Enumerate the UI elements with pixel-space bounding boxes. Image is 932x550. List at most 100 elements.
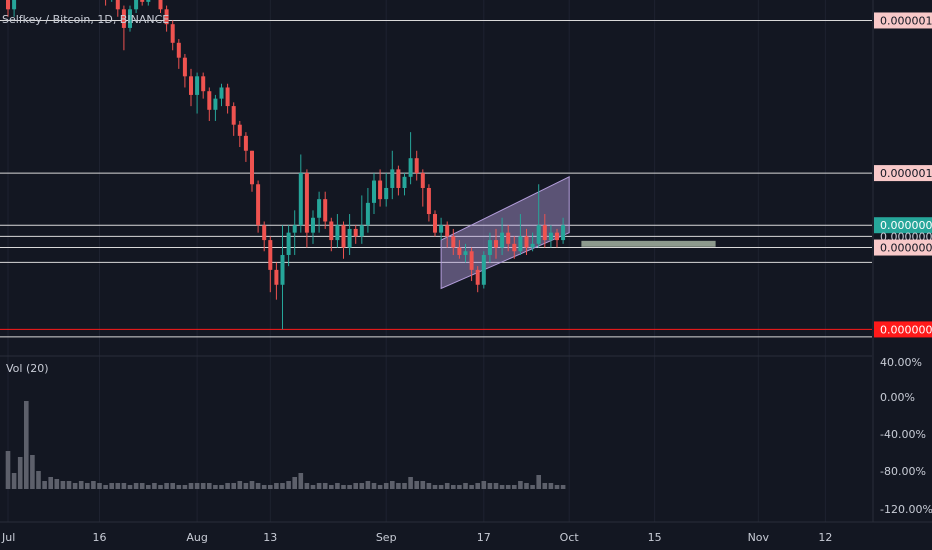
volume-bar	[91, 481, 96, 489]
candle-down[interactable]	[420, 169, 425, 207]
candle-up[interactable]	[365, 187, 370, 233]
candle-down[interactable]	[555, 228, 559, 248]
candle-up[interactable]	[219, 83, 224, 107]
candle-body	[219, 87, 224, 99]
candle-up[interactable]	[372, 173, 376, 215]
candle-down[interactable]	[304, 169, 309, 248]
volume-bar	[176, 485, 182, 489]
candle-down[interactable]	[140, 0, 145, 6]
candle-body	[335, 225, 340, 241]
candle-down[interactable]	[121, 5, 126, 51]
candle-down[interactable]	[506, 225, 511, 252]
candle-up[interactable]	[439, 217, 444, 241]
candle-down[interactable]	[451, 228, 456, 255]
candle-down[interactable]	[353, 225, 358, 244]
candle-up[interactable]	[561, 217, 566, 244]
candle-up[interactable]	[12, 0, 17, 17]
candle-up[interactable]	[384, 173, 389, 207]
candle-body	[500, 232, 505, 248]
candle-up[interactable]	[536, 184, 541, 248]
candle-up[interactable]	[548, 225, 553, 248]
candle-down[interactable]	[426, 184, 431, 222]
candle-up[interactable]	[298, 154, 303, 233]
candle-down[interactable]	[274, 262, 279, 300]
candle-up[interactable]	[213, 94, 218, 121]
time-axis-label: 15	[648, 531, 662, 544]
candle-up[interactable]	[335, 214, 340, 248]
candle-down[interactable]	[268, 236, 273, 293]
candle-up[interactable]	[530, 232, 535, 252]
candle-down[interactable]	[494, 228, 498, 259]
candle-up[interactable]	[292, 210, 297, 255]
candle-down[interactable]	[341, 221, 346, 259]
candle-up[interactable]	[481, 251, 486, 289]
candle-down[interactable]	[469, 247, 474, 282]
price-axis[interactable]: 0.000001400.000001300.000001200.00000110…	[874, 0, 932, 338]
candle-down[interactable]	[256, 180, 261, 233]
volume-bar	[255, 483, 261, 489]
volume-bar	[30, 455, 35, 489]
candle-down[interactable]	[445, 221, 450, 248]
candle-up[interactable]	[286, 225, 291, 267]
candle-down[interactable]	[225, 83, 230, 114]
candle-down[interactable]	[104, 0, 108, 6]
candle-down[interactable]	[414, 150, 419, 181]
candle-down[interactable]	[475, 266, 480, 293]
candle-up[interactable]	[134, 0, 139, 14]
candle-down[interactable]	[512, 236, 517, 259]
candle-body	[128, 9, 132, 28]
candle-down[interactable]	[158, 0, 163, 14]
candle-up[interactable]	[359, 195, 364, 244]
volume-bar	[469, 485, 474, 489]
candle-up[interactable]	[128, 5, 132, 32]
candle-up[interactable]	[317, 191, 322, 233]
candle-down[interactable]	[433, 210, 437, 237]
volume-bar	[377, 485, 383, 489]
candle-up[interactable]	[195, 72, 200, 114]
candle-up[interactable]	[518, 214, 523, 255]
candle-down[interactable]	[6, 0, 10, 17]
candle-up[interactable]	[408, 132, 413, 185]
candle-body	[542, 225, 547, 241]
volume-bar	[505, 485, 511, 489]
candle-down[interactable]	[396, 165, 401, 196]
candle-down[interactable]	[182, 53, 187, 88]
target-zone-box[interactable]	[581, 240, 716, 247]
candle-down[interactable]	[201, 72, 206, 99]
candle-down[interactable]	[231, 102, 236, 136]
candle-up[interactable]	[500, 217, 505, 255]
candle-down[interactable]	[170, 20, 175, 51]
candle-down[interactable]	[262, 221, 267, 252]
volume-axis[interactable]: 40.00% 0.00% -40.00% -80.00% -120.00%	[880, 356, 932, 516]
candle-down[interactable]	[176, 39, 181, 69]
candle-down[interactable]	[457, 240, 462, 259]
candle-body	[481, 254, 486, 285]
candle-up[interactable]	[347, 214, 352, 255]
candle-down[interactable]	[329, 217, 334, 252]
candle-up[interactable]	[487, 232, 492, 263]
candle-down[interactable]	[524, 228, 529, 255]
volume-bar	[85, 483, 90, 489]
candle-down[interactable]	[189, 68, 193, 107]
candle-down[interactable]	[207, 87, 212, 121]
candle-down[interactable]	[243, 132, 248, 162]
candle-up[interactable]	[146, 0, 151, 6]
candle-up[interactable]	[402, 173, 407, 196]
candle-up[interactable]	[463, 243, 468, 263]
candle-up[interactable]	[280, 225, 285, 330]
candle-up[interactable]	[311, 210, 315, 244]
candle-down[interactable]	[542, 214, 547, 248]
candle-down[interactable]	[323, 191, 328, 229]
volume-bar	[335, 483, 340, 489]
candle-down[interactable]	[115, 0, 120, 17]
candle-down[interactable]	[378, 169, 383, 207]
candle-down[interactable]	[237, 120, 242, 148]
volume-bar	[48, 477, 53, 489]
candle-up[interactable]	[390, 150, 395, 200]
time-axis[interactable]: Jul 16 Aug 13 Sep 17 Oct 15 Nov 12	[1, 531, 832, 544]
candle-down[interactable]	[250, 150, 254, 192]
candle-down[interactable]	[164, 5, 169, 32]
volume-bar	[530, 485, 535, 489]
candle-body	[304, 173, 309, 233]
